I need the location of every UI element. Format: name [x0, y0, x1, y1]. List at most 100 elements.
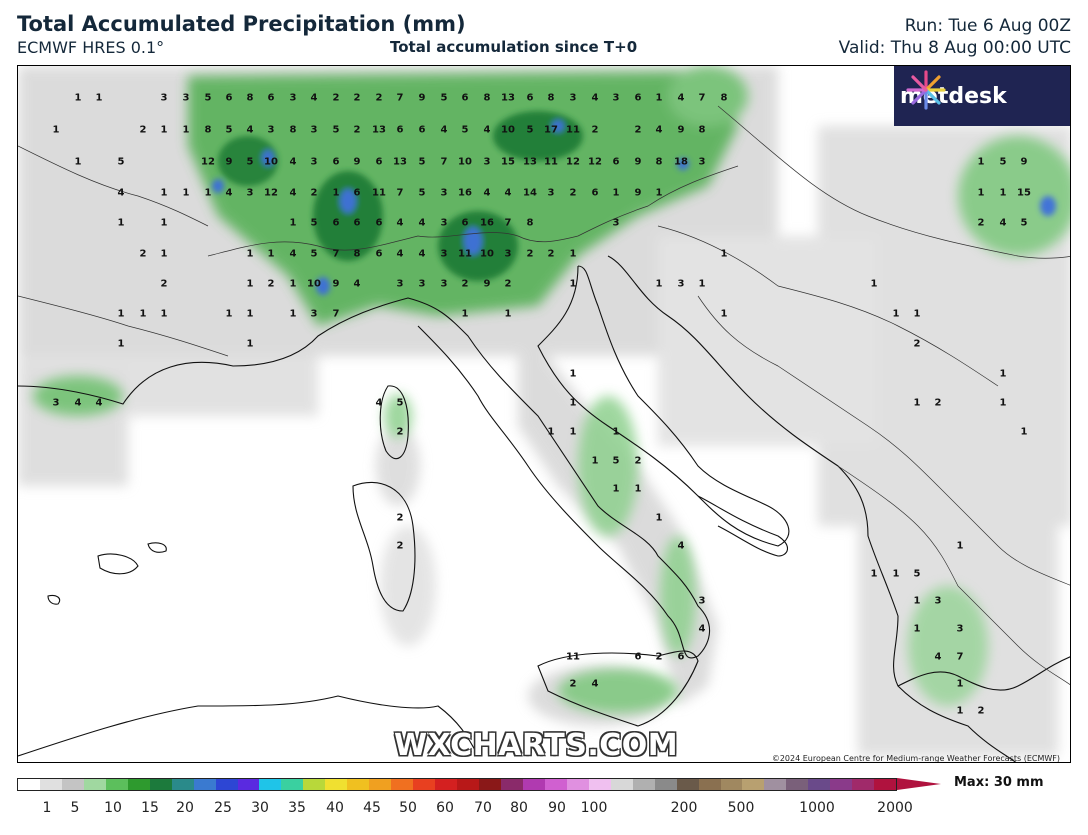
precip-value-label: 4: [418, 248, 426, 260]
precip-value-label: 6: [461, 217, 469, 229]
precip-value-label: 1: [569, 426, 577, 438]
precip-value-label: 6: [634, 651, 642, 663]
precip-value-label: 1: [246, 308, 254, 320]
precip-value-label: 3: [52, 397, 60, 409]
precip-value-label: 10: [458, 156, 472, 168]
precip-value-label: 4: [440, 124, 448, 136]
precip-value-label: 2: [353, 124, 361, 136]
precip-value-label: 3: [504, 248, 512, 260]
precip-value-label: 3: [440, 187, 448, 199]
precip-value-label: 16: [458, 187, 472, 199]
precip-value-label: 4: [225, 187, 233, 199]
precip-value-label: 1: [332, 187, 340, 199]
precip-value-label: 11: [566, 124, 580, 136]
colorbar-segment: [522, 779, 545, 790]
precip-value-label: 6: [677, 651, 685, 663]
colorbar-tick: 100: [580, 800, 608, 816]
metdesk-logo: metdesk: [894, 66, 1070, 126]
precip-value-label: 13: [372, 124, 386, 136]
colorbar-segment: [105, 779, 128, 790]
precip-value-label: 3: [440, 278, 448, 290]
colorbar-tick: 500: [727, 800, 755, 816]
precip-value-label: 10: [264, 156, 278, 168]
precip-value-label: 7: [504, 217, 512, 229]
precip-value-label: 1: [999, 187, 1007, 199]
precip-value-label: 4: [310, 92, 318, 104]
precip-value-label: 5: [396, 397, 404, 409]
precip-value-label: 1: [892, 308, 900, 320]
precip-value-label: 2: [913, 338, 921, 350]
colorbar-segment: [303, 779, 326, 790]
colorbar-segment: [61, 779, 84, 790]
precip-value-label: 1: [74, 92, 82, 104]
precipitation-map[interactable]: 1 1 3 3 5 6 8 6 3 4 2 2 2 7 9 5 6 8 13 6 8 3 4 3 6 1 4 7 8 1 2 1 1 8 5 4 3 8 3…: [17, 65, 1071, 763]
precip-value-label: 9: [225, 156, 233, 168]
chart-title: Total Accumulated Precipitation (mm): [17, 12, 466, 36]
precip-value-label: 9: [483, 278, 491, 290]
precip-value-label: 5: [332, 124, 340, 136]
precip-value-label: 6: [396, 124, 404, 136]
precip-value-label: 4: [396, 217, 404, 229]
precip-value-label: 3: [612, 92, 620, 104]
precip-value-label: 2: [310, 187, 318, 199]
precip-value-label: 9: [634, 187, 642, 199]
colorbar-segment: [149, 779, 172, 790]
precip-value-label: 6: [526, 92, 534, 104]
precip-green-shading: [33, 66, 1070, 713]
precip-value-label: 1: [204, 187, 212, 199]
precip-value-label: 1: [956, 540, 964, 552]
precip-value-label: 1: [117, 217, 125, 229]
precip-value-label: 6: [225, 92, 233, 104]
precip-value-label: 5: [913, 568, 921, 580]
precip-value-label: 5: [310, 248, 318, 260]
precip-value-label: 1: [547, 426, 555, 438]
colorbar-tick: 200: [670, 800, 698, 816]
precip-value-label: 1: [160, 217, 168, 229]
colorbar-segment: [808, 779, 831, 790]
precip-value-label: 4: [289, 248, 297, 260]
precip-value-label: 2: [375, 92, 383, 104]
colorbar-segment: [764, 779, 787, 790]
colorbar-segment: [347, 779, 370, 790]
precip-value-label: 10: [501, 124, 515, 136]
precip-value-label: 1: [1020, 426, 1028, 438]
precip-value-label: 1: [225, 308, 233, 320]
colorbar-segment: [544, 779, 567, 790]
precip-value-label: 5: [440, 92, 448, 104]
precip-value-label: 1: [612, 483, 620, 495]
precip-value-label: 12: [566, 156, 580, 168]
max-value-label: Max: 30 mm: [954, 775, 1044, 790]
precip-value-label: 1: [139, 308, 147, 320]
precip-value-label: 2: [396, 512, 404, 524]
precip-value-label: 3: [440, 217, 448, 229]
precip-value-label: 8: [483, 92, 491, 104]
colorbar-segment: [259, 779, 282, 790]
precip-value-label: 2: [332, 92, 340, 104]
colorbar-tick: 1: [42, 800, 52, 816]
precip-value-label: 4: [504, 187, 512, 199]
precip-value-label: 1: [655, 187, 663, 199]
precip-value-label: 1: [634, 483, 642, 495]
precip-value-label: 6: [267, 92, 275, 104]
precip-value-label: 13: [523, 156, 537, 168]
precip-value-label: 2: [139, 248, 147, 260]
precip-value-label: 6: [634, 92, 642, 104]
precip-value-label: 4: [375, 397, 383, 409]
colorbar-segment: [654, 779, 677, 790]
colorbar-segment: [391, 779, 414, 790]
precip-value-label: 4: [246, 124, 254, 136]
colorbar-tick: 80: [510, 800, 528, 816]
precip-value-label: 4: [418, 217, 426, 229]
colorbar-tick: 90: [548, 800, 566, 816]
colorbar-tick: 5: [70, 800, 80, 816]
precip-value-label: 4: [289, 156, 297, 168]
precip-value-label: 13: [501, 92, 515, 104]
precip-value-label: 3: [396, 278, 404, 290]
precip-value-label: 3: [246, 187, 254, 199]
precip-value-label: 6: [332, 156, 340, 168]
colorbar-tick: 15: [141, 800, 159, 816]
precip-value-label: 8: [353, 248, 361, 260]
colorbar-segment: [457, 779, 480, 790]
precip-value-label: 3: [612, 217, 620, 229]
precip-value-label: 1: [913, 397, 921, 409]
